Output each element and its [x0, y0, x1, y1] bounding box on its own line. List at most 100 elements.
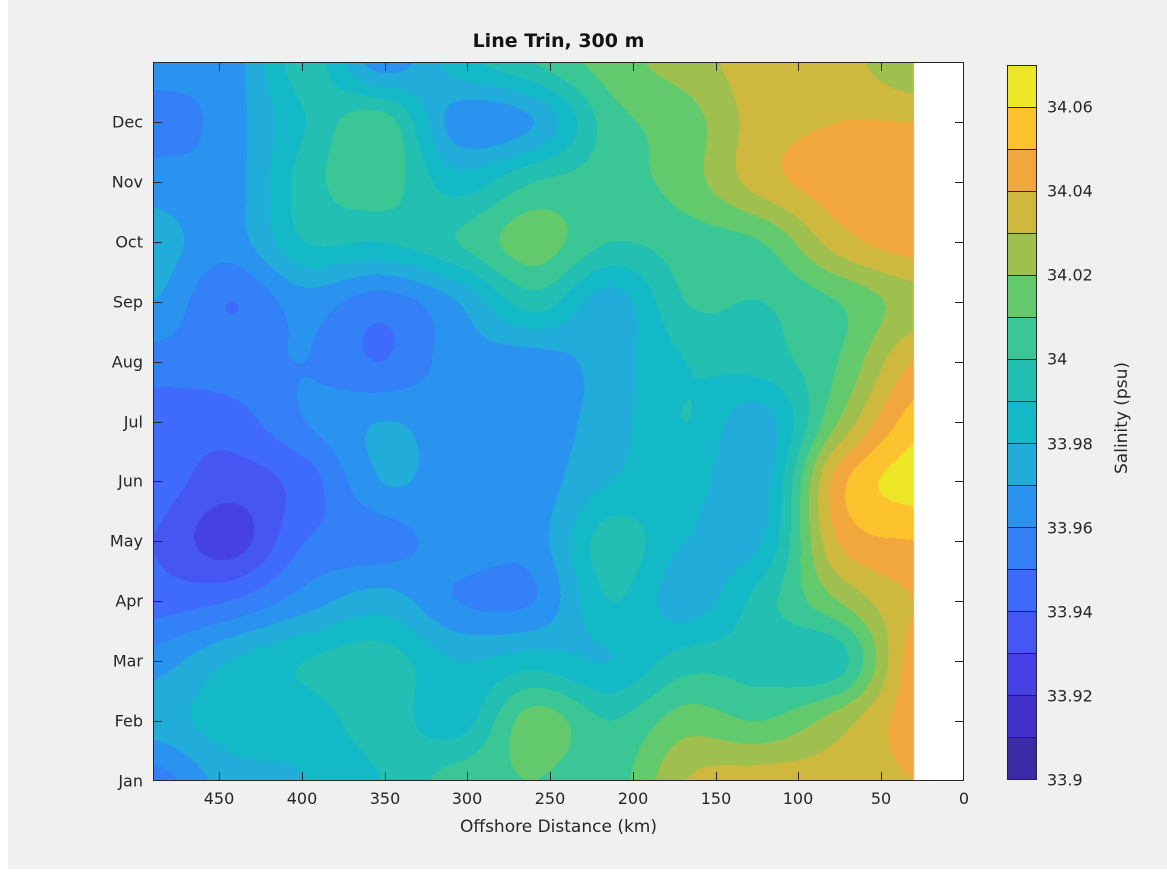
axis-tick [955, 182, 963, 183]
colorbar-segment [1008, 528, 1036, 570]
axis-tick [467, 63, 468, 71]
axis-tick [955, 601, 963, 602]
axis-tick [467, 772, 468, 780]
axis-tick [955, 242, 963, 243]
colorbar-tick-label: 33.98 [1047, 434, 1093, 454]
axis-tick [154, 601, 162, 602]
colorbar-segment [1008, 192, 1036, 234]
colorbar-segment [1008, 360, 1036, 402]
axis-tick [963, 63, 964, 71]
axis-tick [716, 772, 717, 780]
x-tick-label: 400 [286, 789, 318, 808]
y-tick-label-month: Jun [118, 471, 143, 491]
colorbar-segment [1008, 276, 1036, 318]
axis-tick [302, 63, 303, 71]
colorbar-tick-label: 34 [1047, 349, 1068, 369]
axis-tick [219, 63, 220, 71]
colorbar-segment [1008, 612, 1036, 654]
colorbar-tick-label: 33.96 [1047, 518, 1093, 538]
axis-tick [963, 772, 964, 780]
axis-tick [798, 772, 799, 780]
y-tick-label-month: Apr [115, 591, 143, 611]
y-tick-label-month: Mar [112, 651, 143, 671]
y-tick-label-month: Jul [123, 412, 143, 432]
axis-tick [955, 302, 963, 303]
colorbar-segment [1008, 108, 1036, 150]
colorbar-tick-label: 33.9 [1047, 770, 1083, 790]
colorbar-segment [1008, 318, 1036, 360]
axis-tick [154, 780, 162, 781]
x-tick-label: 350 [369, 789, 401, 808]
axis-tick [633, 63, 634, 71]
axis-tick [154, 481, 162, 482]
colorbar-tick-label: 33.94 [1047, 602, 1093, 622]
axis-tick [633, 772, 634, 780]
axis-tick [955, 541, 963, 542]
colorbar-tick-label: 34.02 [1047, 265, 1093, 285]
y-tick-label-month: Oct [115, 232, 143, 252]
y-tick-label-month: Jan [118, 771, 143, 791]
colorbar-segment [1008, 654, 1036, 696]
axis-tick [302, 772, 303, 780]
axis-tick [955, 422, 963, 423]
colorbar-segment [1008, 570, 1036, 612]
axis-tick [154, 242, 162, 243]
x-tick-label: 100 [782, 789, 814, 808]
axis-tick [154, 422, 162, 423]
x-tick-label: 150 [700, 789, 732, 808]
x-tick-label: 250 [534, 789, 566, 808]
window-edge-bottom [0, 869, 1167, 875]
axis-tick [798, 63, 799, 71]
colorbar-tick-label: 34.06 [1047, 97, 1093, 117]
axis-tick [955, 661, 963, 662]
y-tick-label-month: Aug [111, 352, 143, 372]
colorbar-segment [1008, 486, 1036, 528]
x-tick-label: 450 [203, 789, 235, 808]
y-tick-label-month: May [109, 531, 143, 551]
axis-tick [219, 772, 220, 780]
window-edge-left [0, 0, 8, 875]
x-tick-label: 50 [870, 789, 892, 808]
x-tick-label: 0 [958, 789, 970, 808]
colorbar [1007, 65, 1037, 780]
axis-tick [881, 63, 882, 71]
colorbar-segment [1008, 696, 1036, 738]
axis-tick [550, 772, 551, 780]
axis-tick [385, 63, 386, 71]
axis-tick [955, 481, 963, 482]
x-tick-label: 300 [451, 789, 483, 808]
y-tick-label-month: Nov [111, 172, 143, 192]
colorbar-segment [1008, 444, 1036, 486]
axis-tick [385, 772, 386, 780]
axis-tick [955, 122, 963, 123]
axis-tick [955, 780, 963, 781]
colorbar-segment [1008, 234, 1036, 276]
colorbar-axis-label: Salinity (psu) [1112, 362, 1132, 474]
colorbar-segment [1008, 66, 1036, 108]
plot-title: Line Trin, 300 m [472, 30, 645, 52]
axis-tick [955, 721, 963, 722]
contour-canvas [153, 62, 964, 781]
axis-tick [154, 122, 162, 123]
contour-plot-area [153, 62, 964, 781]
axis-tick [550, 63, 551, 71]
y-tick-label-month: Dec [112, 112, 143, 132]
colorbar-tick-label: 33.92 [1047, 686, 1093, 706]
axis-tick [154, 721, 162, 722]
colorbar-tick-label: 34.04 [1047, 181, 1093, 201]
x-axis-label: Offshore Distance (km) [459, 817, 657, 837]
axis-tick [716, 63, 717, 71]
axis-tick [154, 362, 162, 363]
axis-tick [881, 772, 882, 780]
colorbar-segment [1008, 150, 1036, 192]
y-tick-label-month: Sep [112, 292, 143, 312]
axis-tick [955, 362, 963, 363]
axis-tick [154, 182, 162, 183]
axis-tick [154, 541, 162, 542]
y-tick-label-month: Feb [114, 711, 143, 731]
axis-tick [154, 661, 162, 662]
colorbar-segment [1008, 738, 1036, 779]
colorbar-segment [1008, 402, 1036, 444]
x-tick-label: 200 [617, 789, 649, 808]
